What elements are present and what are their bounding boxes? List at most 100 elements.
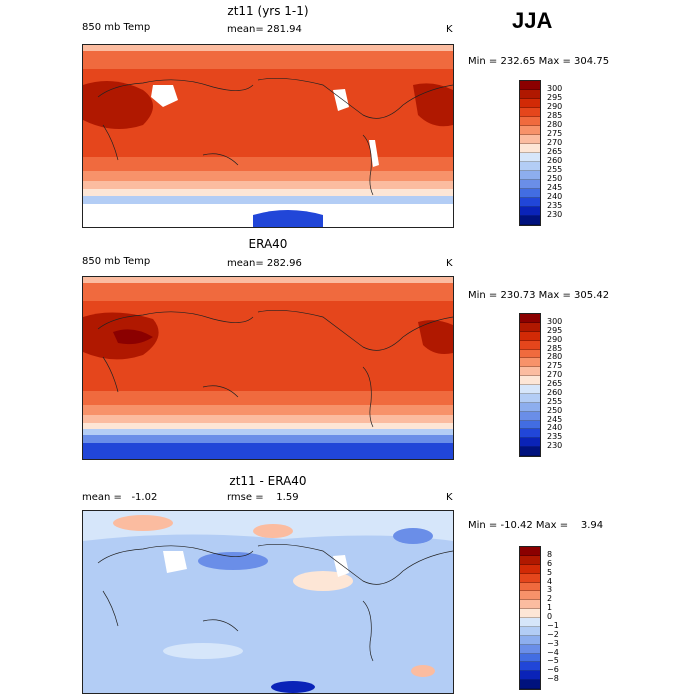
colorbar-swatch — [520, 340, 540, 350]
panel1-center-label: mean= 281.94 — [227, 24, 302, 35]
panel3-map — [82, 510, 454, 694]
panel2-colorbar — [519, 313, 541, 457]
p2-band-s4 — [83, 423, 453, 429]
colorbar-swatch — [520, 385, 540, 394]
colorbar-tick-label: 280 — [547, 120, 563, 129]
colorbar-tick-label: 285 — [547, 111, 563, 120]
colorbar-swatch — [520, 618, 540, 627]
colorbar-tick-label: −2 — [547, 629, 559, 639]
colorbar-tick-label: 240 — [547, 192, 563, 201]
colorbar-tick-label: 275 — [547, 129, 563, 138]
p3-cold1 — [198, 552, 268, 570]
p2-band-s6 — [83, 435, 453, 443]
colorbar-swatch — [520, 99, 540, 108]
colorbar-swatch — [520, 662, 540, 672]
panel1-title: zt11 (yrs 1-1) — [227, 4, 309, 18]
p2-band-antarctic — [83, 443, 453, 459]
colorbar-tick-label: 235 — [547, 201, 563, 210]
colorbar-swatch — [520, 367, 540, 377]
panel3-colorbar — [519, 546, 541, 690]
p1-band-s4 — [83, 189, 453, 196]
colorbar-swatch — [520, 600, 540, 610]
p2-coastlines-south — [102, 356, 374, 428]
panel1-map-svg — [83, 45, 453, 227]
colorbar-tick-label: 295 — [547, 93, 563, 102]
p2-band-s1 — [83, 391, 453, 405]
colorbar-swatch — [520, 135, 540, 144]
p1-band-s1 — [83, 157, 453, 171]
colorbar-tick-label: −4 — [547, 647, 559, 657]
colorbar-swatch — [520, 438, 540, 448]
colorbar-swatch — [520, 180, 540, 189]
panel2-left-label: 850 mb Temp — [82, 256, 151, 267]
colorbar-tick-label: 230 — [547, 441, 563, 451]
panel3-left-label: mean = -1.02 — [82, 492, 158, 503]
p3-warm2 — [253, 524, 293, 538]
colorbar-swatch — [520, 171, 540, 180]
colorbar-tick-label: 1 — [547, 603, 553, 613]
colorbar-tick-label: 290 — [547, 334, 563, 344]
colorbar-tick-label: 250 — [547, 405, 563, 415]
colorbar-swatch — [520, 153, 540, 162]
colorbar-tick-label: 0 — [547, 612, 553, 621]
colorbar-swatch — [520, 653, 540, 663]
panel2-min-max: Min = 230.73 Max = 305.42 — [468, 290, 610, 301]
colorbar-swatch — [520, 216, 540, 225]
p2-band-north — [83, 283, 453, 305]
p1-mask-andes — [369, 140, 379, 167]
p1-hot-america — [413, 83, 453, 127]
colorbar-tick-label: 270 — [547, 370, 563, 380]
colorbar-swatch — [520, 591, 540, 601]
p1-coastlines-south — [102, 124, 374, 196]
colorbar-tick-label: −3 — [547, 638, 559, 648]
panel3-center-label: rmse = 1.59 — [227, 492, 299, 503]
colorbar-swatch — [520, 547, 540, 556]
colorbar-tick-label: 240 — [547, 423, 563, 433]
colorbar-tick-label: 285 — [547, 343, 563, 353]
colorbar-swatch — [520, 644, 540, 654]
colorbar-swatch — [520, 189, 540, 198]
colorbar-swatch — [520, 81, 540, 90]
colorbar-tick-label: 300 — [547, 316, 563, 326]
panel3-title: zt11 - ERA40 — [229, 474, 307, 488]
colorbar-tick-label: 230 — [547, 210, 563, 219]
colorbar-swatch — [520, 322, 540, 332]
p3-bg — [83, 511, 453, 693]
colorbar-swatch — [520, 358, 540, 368]
colorbar-tick-label: 260 — [547, 387, 563, 397]
colorbar-swatch — [520, 411, 540, 421]
colorbar-swatch — [520, 90, 540, 99]
p3-warm4 — [411, 665, 435, 677]
p3-coastlines — [97, 543, 453, 585]
colorbar-swatch — [520, 314, 540, 323]
colorbar-tick-label: 250 — [547, 174, 563, 183]
colorbar-tick-label: 265 — [547, 147, 563, 156]
panel1-min-max: Min = 232.65 Max = 304.75 — [468, 56, 610, 67]
panel2-map — [82, 276, 454, 460]
panel2-center-label: mean= 282.96 — [227, 258, 302, 269]
p1-cold-patch — [253, 210, 323, 227]
panel1-map — [82, 44, 454, 228]
colorbar-swatch — [520, 376, 540, 385]
colorbar-tick-label: 270 — [547, 138, 563, 147]
colorbar-tick-label: −8 — [547, 674, 559, 684]
p2-band-s3 — [83, 415, 453, 423]
p1-band-north — [83, 51, 453, 73]
colorbar-swatch — [520, 126, 540, 135]
p3-warm1 — [113, 515, 173, 531]
colorbar-swatch — [520, 635, 540, 645]
panel1-left-label: 850 mb Temp — [82, 22, 151, 33]
colorbar-tick-label: 8 — [547, 549, 553, 559]
p3-cold2 — [393, 528, 433, 544]
colorbar-tick-label: 260 — [547, 156, 563, 165]
colorbar-swatch — [520, 420, 540, 430]
p2-band-s2 — [83, 405, 453, 415]
colorbar-swatch — [520, 680, 540, 689]
colorbar-tick-label: 275 — [547, 361, 563, 371]
colorbar-swatch — [520, 198, 540, 207]
colorbar-swatch — [520, 108, 540, 117]
colorbar-tick-label: 300 — [547, 84, 563, 93]
p1-hot-asia — [83, 81, 153, 129]
p2-band-s5 — [83, 429, 453, 435]
colorbar-tick-label: 235 — [547, 432, 563, 442]
